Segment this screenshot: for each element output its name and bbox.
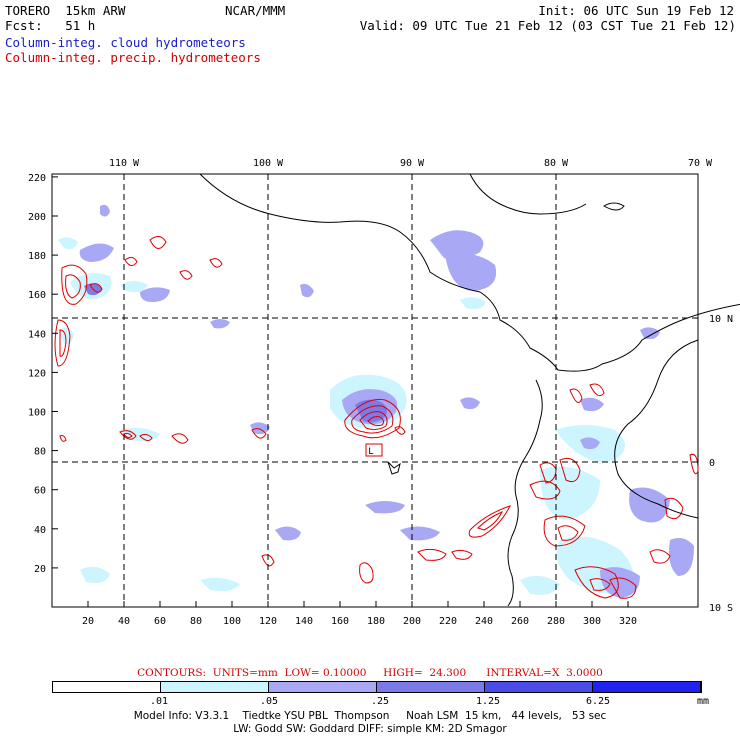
x-tick-label: 220 — [439, 616, 457, 627]
x-tick-label: 100 — [223, 616, 241, 627]
x-tick-label: 120 — [259, 616, 277, 627]
x-tick-label: 240 — [475, 616, 493, 627]
lon-label-80w: 80 W — [544, 158, 569, 169]
x-tick-label: 80 — [190, 616, 202, 627]
colorbar-segment — [161, 682, 269, 692]
lat-label-10s: 10 S — [709, 603, 733, 614]
colorbar-label-001: .01 — [150, 696, 169, 707]
coastlines — [199, 173, 740, 607]
contour-info: CONTOURS: UNITS=mm LOW= 0.10000 HIGH= 24… — [137, 667, 603, 679]
precip-contours — [54, 236, 699, 599]
y-tick-label: 60 — [34, 486, 46, 497]
forecast-hour: Fcst: 51 h — [5, 18, 96, 33]
colorbar-segment — [485, 682, 593, 692]
x-tick-label: 20 — [82, 616, 94, 627]
model-info-line2: LW: Godd SW: Goddard DIFF: simple KM: 2D… — [233, 723, 507, 735]
x-tick-label: 40 — [118, 616, 130, 627]
colorbar-segment — [269, 682, 377, 692]
colorbar-label-025: .25 — [371, 696, 390, 707]
colorbar-segment — [593, 682, 701, 692]
colorbar-label-625: 6.25 — [586, 696, 611, 707]
x-tick-label: 280 — [547, 616, 565, 627]
y-tick-label: 120 — [28, 368, 46, 379]
x-tick-label: 140 — [295, 616, 313, 627]
y-tick-label: 200 — [28, 212, 46, 223]
colorbar-label-125: 1.25 — [476, 696, 501, 707]
x-tick-label: 300 — [583, 616, 601, 627]
x-tick-label: 200 — [403, 616, 421, 627]
x-tick-label: 60 — [154, 616, 166, 627]
y-tick-label: 180 — [28, 251, 46, 262]
lon-label-110w: 110 W — [109, 158, 140, 169]
lat-label-0: 0 — [709, 458, 715, 469]
y-tick-label: 160 — [28, 290, 46, 301]
valid-time: Valid: 09 UTC Tue 21 Feb 12 (03 CST Tue … — [359, 18, 736, 33]
colorbar-unit: mm — [697, 696, 710, 707]
model-info-line1: Model Info: V3.3.1 Tiedtke YSU PBL Thomp… — [133, 710, 607, 722]
field-cloud-legend: Column-integ. cloud hydrometeors — [5, 35, 246, 50]
x-tick-label: 160 — [331, 616, 349, 627]
y-tick-label: 80 — [34, 447, 46, 458]
x-axis-ticks: 20 40 60 80 100 120 140 160 180 200 220 240 260 280 30… — [82, 601, 637, 627]
graticule — [52, 174, 698, 607]
lat-label-10n: 10 N — [709, 314, 733, 325]
x-tick-label: 320 — [619, 616, 637, 627]
init-time: Init: 06 UTC Sun 19 Feb 12 — [538, 3, 734, 18]
x-tick-label: 180 — [367, 616, 385, 627]
colorbar-segment — [53, 682, 161, 692]
colorbar-segment — [377, 682, 485, 692]
lon-label-100w: 100 W — [253, 158, 284, 169]
y-tick-label: 20 — [34, 564, 46, 575]
y-tick-label: 220 — [28, 173, 46, 184]
y-tick-label: 140 — [28, 329, 46, 340]
y-tick-label: 40 — [34, 525, 46, 536]
y-tick-label: 100 — [28, 408, 46, 419]
x-tick-label: 260 — [511, 616, 529, 627]
institution-label: NCAR/MMM — [225, 3, 286, 18]
model-title: TORERO 15km ARW — [5, 3, 126, 18]
lon-label-70w: 70 W — [688, 158, 713, 169]
colorbar-label-005: .05 — [260, 696, 279, 707]
low-center-label: L — [368, 447, 373, 457]
colorbar — [52, 681, 702, 693]
y-axis-ticks: 20 40 60 80 100 120 140 160 180 200 220 — [28, 173, 58, 575]
lon-label-90w: 90 W — [400, 158, 425, 169]
field-precip-legend: Column-integ. precip. hydrometeors — [5, 50, 261, 65]
